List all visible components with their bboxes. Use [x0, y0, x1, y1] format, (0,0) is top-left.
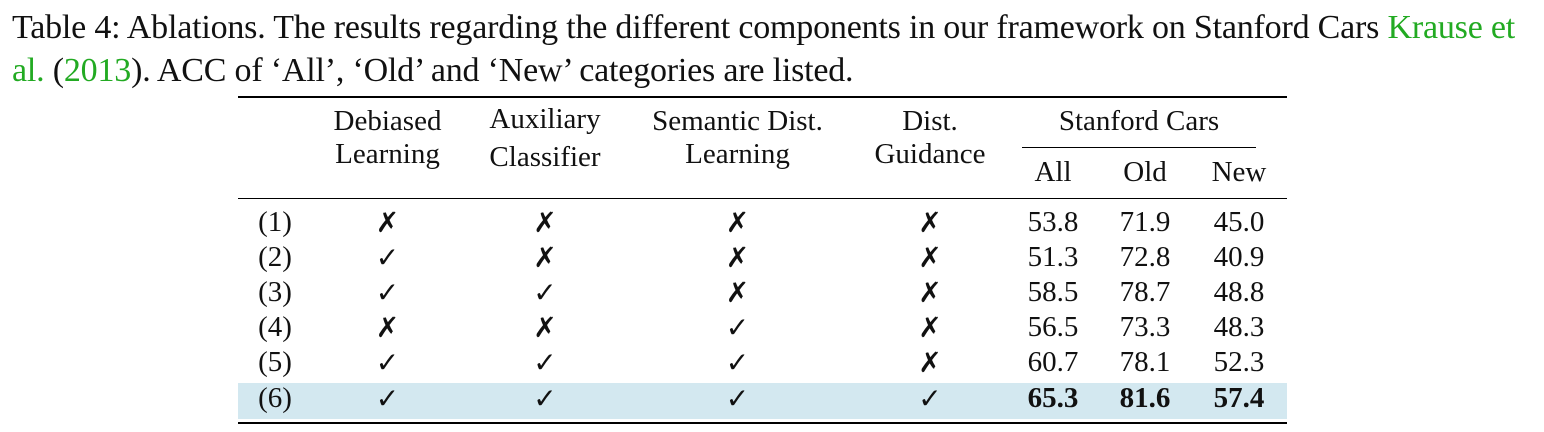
guidance-mark: ✗ [918, 276, 942, 309]
auxiliary-mark: ✓ [533, 276, 557, 309]
semantic-mark: ✗ [725, 206, 750, 239]
value-old: 71.9 [1119, 206, 1171, 238]
auxiliary-mark: ✗ [533, 241, 557, 274]
row-id: (4) [258, 311, 292, 343]
citation-author-link[interactable]: Krause et al. [12, 9, 1516, 89]
header-debiased-line2: Learning [335, 138, 440, 170]
guidance-mark: ✗ [918, 311, 942, 344]
value-old: 78.1 [1119, 346, 1171, 378]
highlight-row-background [238, 383, 1287, 419]
auxiliary-mark: ✗ [533, 311, 557, 344]
citation-year-link[interactable]: 2013 [63, 52, 132, 89]
semantic-mark: ✓ [725, 382, 750, 415]
value-new: 48.8 [1213, 276, 1265, 308]
value-all: 58.5 [1027, 276, 1079, 308]
auxiliary-mark: ✓ [533, 346, 557, 379]
value-all: 60.7 [1027, 346, 1079, 378]
guidance-mark: ✗ [918, 346, 942, 379]
row-id: (2) [258, 241, 292, 273]
header-all: All [1034, 156, 1072, 188]
row-id: (5) [258, 346, 292, 378]
semantic-mark: ✓ [725, 346, 750, 379]
semantic-mark: ✗ [725, 241, 750, 274]
value-all: 56.5 [1027, 311, 1079, 343]
header-debiased-line1: Debiased [333, 105, 442, 137]
table-caption: Table 4: Ablations. The results regardin… [12, 6, 1536, 92]
table-header-rule [238, 198, 1287, 199]
debiased-mark: ✗ [375, 206, 400, 239]
header-auxiliary-line1: Auxiliary [489, 103, 601, 135]
debiased-mark: ✓ [375, 276, 400, 309]
value-all: 53.8 [1027, 206, 1079, 238]
value-new: 52.3 [1213, 346, 1265, 378]
header-new: New [1211, 156, 1267, 188]
value-new: 45.0 [1213, 206, 1265, 238]
debiased-mark: ✓ [375, 346, 400, 379]
value-old: 78.7 [1119, 276, 1171, 308]
citation-open: ( [44, 52, 64, 89]
value-old: 73.3 [1119, 311, 1171, 343]
value-old: 81.6 [1119, 382, 1171, 414]
header-auxiliary-line2: Classifier [489, 141, 601, 173]
header-old: Old [1123, 156, 1167, 188]
value-new: 40.9 [1213, 241, 1265, 273]
row-id: (6) [258, 382, 292, 414]
header-stanford-cars: Stanford Cars [1058, 105, 1220, 137]
stanford-cars-subrule [1022, 147, 1256, 148]
auxiliary-mark: ✗ [533, 206, 557, 239]
caption-prefix: Table 4: Ablations. The results regardin… [12, 9, 1388, 46]
value-new: 48.3 [1213, 311, 1265, 343]
header-semantic-line2: Learning [685, 138, 790, 170]
guidance-mark: ✓ [918, 382, 942, 415]
guidance-mark: ✗ [918, 241, 942, 274]
table-bottom-rule [238, 422, 1287, 424]
table-top-rule [238, 96, 1287, 98]
value-old: 72.8 [1119, 241, 1171, 273]
header-guidance-line1: Dist. [902, 105, 958, 137]
caption-suffix: . ACC of ‘All’, ‘Old’ and ‘New’ categori… [142, 52, 854, 89]
value-all: 51.3 [1027, 241, 1079, 273]
semantic-mark: ✓ [725, 311, 750, 344]
debiased-mark: ✓ [375, 382, 400, 415]
debiased-mark: ✗ [375, 311, 400, 344]
row-id: (3) [258, 276, 292, 308]
auxiliary-mark: ✓ [533, 382, 557, 415]
value-all: 65.3 [1027, 382, 1079, 414]
value-new: 57.4 [1213, 382, 1265, 414]
debiased-mark: ✓ [375, 241, 400, 274]
semantic-mark: ✗ [725, 276, 750, 309]
header-guidance-line2: Guidance [874, 138, 986, 170]
row-id: (1) [258, 206, 292, 238]
citation-close: ) [131, 52, 143, 89]
guidance-mark: ✗ [918, 206, 942, 239]
header-semantic-line1: Semantic Dist. [652, 105, 823, 137]
